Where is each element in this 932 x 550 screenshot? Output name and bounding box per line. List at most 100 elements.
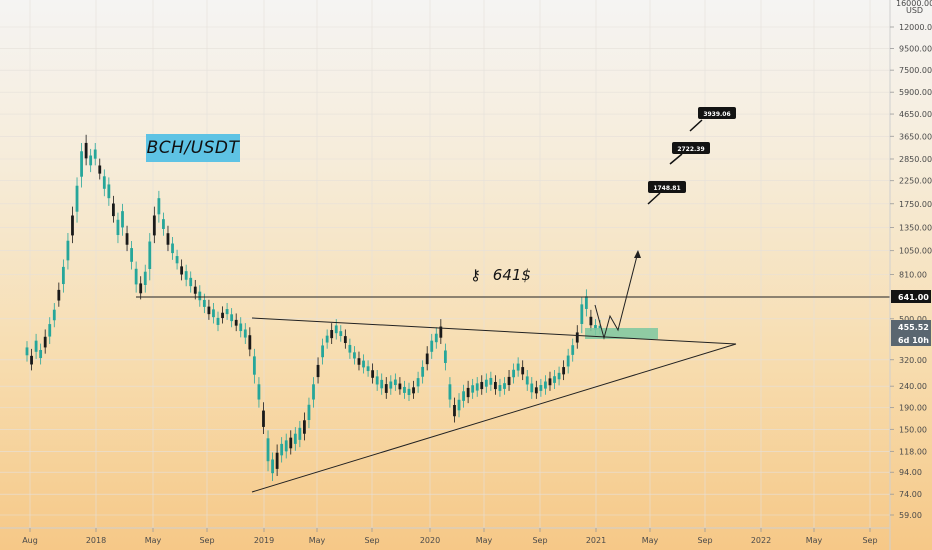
- key-level-text: 641$: [492, 266, 531, 284]
- candle-body: [362, 360, 365, 368]
- candle-body: [516, 363, 520, 371]
- candle-body: [412, 387, 415, 394]
- candle-body: [275, 452, 279, 469]
- candle-body: [43, 336, 47, 348]
- candle-body: [571, 345, 575, 355]
- price-tick-label: 2850.00: [899, 155, 932, 164]
- candle-body: [566, 355, 570, 367]
- candle-body: [339, 331, 343, 337]
- time-tick-label: 2020: [420, 536, 440, 545]
- candle-body: [248, 335, 252, 350]
- candle-body: [280, 443, 284, 456]
- candle-body: [284, 440, 288, 452]
- candle-body: [330, 330, 334, 339]
- candle-body: [503, 383, 506, 389]
- time-tick-label: May: [642, 536, 659, 545]
- key-level-note: ⚷ 641$: [470, 266, 531, 284]
- candle-body: [262, 410, 265, 427]
- candle-body: [61, 266, 65, 285]
- candle-body: [66, 240, 70, 261]
- candle-body: [466, 387, 470, 398]
- time-axis[interactable]: Aug 2018 May Sep 2019 May Sep 2020 May Sep 2021 May…: [22, 528, 878, 545]
- candles: [25, 134, 602, 481]
- price-tick-label: 320.00: [899, 356, 927, 365]
- candle-body: [544, 381, 547, 389]
- candle-body: [98, 165, 102, 174]
- candle-body: [148, 241, 152, 269]
- time-tick-label: Sep: [532, 536, 547, 545]
- candle-body: [512, 369, 515, 378]
- candle-body: [489, 377, 493, 385]
- candle-body: [143, 271, 147, 285]
- candle-body: [257, 384, 261, 400]
- candle-body: [353, 352, 356, 359]
- candle-body: [321, 345, 324, 358]
- candle-body: [30, 355, 33, 365]
- horizontal-gridlines: [0, 26, 890, 516]
- candle-body: [207, 306, 211, 315]
- candle-body: [389, 381, 393, 389]
- price-tick-label: 9500.00: [899, 44, 932, 53]
- candle-body: [216, 317, 220, 325]
- candle-body: [316, 364, 320, 378]
- candle-body: [112, 203, 115, 217]
- svg-text:455.52: 455.52: [898, 323, 929, 332]
- candle-body: [484, 379, 488, 387]
- price-tick-label: 5900.00: [899, 88, 932, 97]
- time-tick-label: May: [309, 536, 326, 545]
- candle-body: [52, 309, 56, 321]
- candle-body: [598, 325, 602, 329]
- price-tick-label: 810.00: [899, 270, 927, 279]
- price-tick-label: 12000.00: [899, 23, 932, 32]
- key-level-price-tag: 641.00: [891, 290, 931, 303]
- time-tick-label: 2018: [86, 536, 106, 545]
- candle-body: [407, 388, 411, 396]
- target-callout: 1748.81: [647, 181, 686, 205]
- price-tick-label: 500.00: [899, 315, 927, 324]
- candle-body: [443, 350, 447, 363]
- candle-body: [225, 309, 229, 315]
- price-tick-label: 3650.00: [899, 132, 932, 141]
- price-tick-label: 4650.00: [899, 110, 932, 119]
- svg-text:6d 10h: 6d 10h: [898, 336, 929, 345]
- price-tick-label: 1750.00: [899, 200, 932, 209]
- price-axis[interactable]: 12000.00 9500.00 7500.00 5900.00 4650.00 3650…: [890, 23, 932, 520]
- candle-body: [271, 459, 274, 474]
- candle-body: [102, 176, 106, 189]
- time-tick-label: May: [476, 536, 493, 545]
- target-callout: 2722.39: [669, 142, 710, 165]
- candle-body: [448, 384, 452, 400]
- candle-body: [71, 215, 74, 236]
- candle-body: [116, 219, 120, 236]
- time-tick-label: 2022: [751, 536, 771, 545]
- time-tick-label: Sep: [199, 536, 214, 545]
- time-tick-label: 2019: [254, 536, 274, 545]
- candle-body: [421, 366, 425, 377]
- target-label: 1748.81: [653, 185, 680, 192]
- candle-body: [557, 372, 561, 380]
- price-tick-label: 240.00: [899, 382, 927, 391]
- candle-body: [498, 385, 502, 391]
- price-tick-label: 59.00: [899, 511, 922, 520]
- candle-body: [480, 381, 484, 390]
- candle-body: [134, 268, 138, 285]
- price-tick-label: 1050.00: [899, 247, 932, 256]
- candle-body: [348, 344, 352, 353]
- candle-body: [107, 184, 111, 199]
- price-axis-unit: USD: [906, 6, 923, 15]
- price-tick-label: 7500.00: [899, 66, 932, 75]
- candle-body: [439, 326, 443, 338]
- price-tick-label: 190.00: [899, 404, 927, 413]
- candle-body: [471, 385, 475, 393]
- candle-body: [152, 215, 156, 236]
- candle-body: [157, 198, 161, 215]
- candle-body: [403, 386, 406, 393]
- price-tick-label: 74.00: [899, 490, 922, 499]
- candle-body: [457, 399, 461, 411]
- candle-body: [594, 325, 597, 330]
- candle-body: [289, 437, 293, 449]
- svg-text:641.00: 641.00: [898, 293, 929, 302]
- time-tick-label: Aug: [22, 536, 38, 545]
- candle-body: [393, 379, 397, 386]
